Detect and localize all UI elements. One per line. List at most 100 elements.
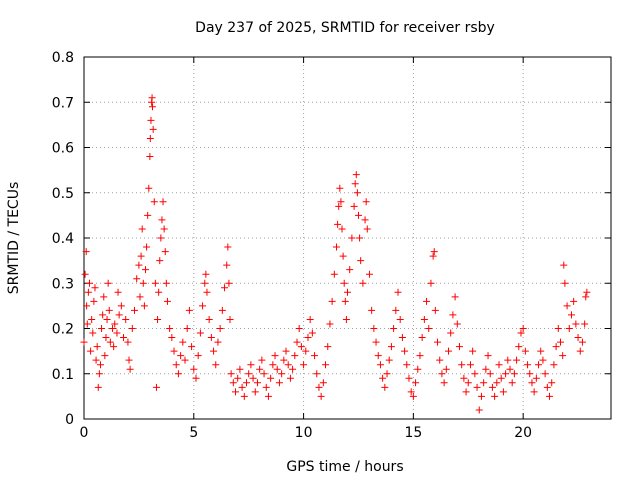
data-point xyxy=(504,356,512,364)
data-point xyxy=(223,261,231,269)
data-point xyxy=(535,361,543,369)
data-point xyxy=(160,225,168,233)
data-point xyxy=(539,356,547,364)
data-point xyxy=(510,370,518,378)
data-point xyxy=(203,288,211,296)
data-point xyxy=(502,370,510,378)
data-point xyxy=(431,306,439,314)
data-point xyxy=(278,370,286,378)
data-point xyxy=(247,361,255,369)
data-point xyxy=(183,325,191,332)
data-point xyxy=(90,297,98,305)
data-point xyxy=(81,270,89,278)
data-point xyxy=(363,225,371,233)
data-points xyxy=(80,94,591,414)
data-point xyxy=(552,343,560,351)
data-point xyxy=(136,293,144,301)
data-point xyxy=(430,248,438,256)
y-tick-label: 0.7 xyxy=(52,95,74,111)
data-point xyxy=(469,347,477,355)
data-point xyxy=(168,334,176,342)
data-point xyxy=(82,248,90,256)
data-point xyxy=(351,180,359,188)
data-point xyxy=(138,225,146,233)
data-point xyxy=(260,370,268,378)
data-point xyxy=(236,365,244,373)
data-point xyxy=(311,352,319,360)
data-point xyxy=(256,365,264,373)
data-point xyxy=(245,370,253,378)
data-point xyxy=(234,374,242,382)
data-point xyxy=(352,171,360,179)
data-point xyxy=(218,306,226,314)
data-point xyxy=(232,388,240,396)
data-point xyxy=(109,325,117,332)
data-point xyxy=(530,388,538,396)
data-point xyxy=(582,293,590,301)
data-point xyxy=(572,320,580,328)
data-point xyxy=(308,329,316,337)
data-point xyxy=(146,134,154,142)
y-tick-label: 0.6 xyxy=(52,141,74,157)
data-point xyxy=(150,198,158,206)
data-point xyxy=(561,279,569,287)
y-axis-label: SRMTID / TECUs xyxy=(6,182,22,295)
data-point xyxy=(412,379,420,387)
x-tick-labels: 0 5 10 15 20 xyxy=(80,425,533,441)
data-point xyxy=(172,361,180,369)
data-point xyxy=(192,374,200,382)
data-point xyxy=(513,356,521,364)
data-point xyxy=(111,320,119,328)
data-point xyxy=(339,252,347,260)
data-point xyxy=(147,116,155,124)
data-point xyxy=(242,379,250,387)
data-point xyxy=(471,370,479,378)
data-point xyxy=(362,198,370,206)
data-point xyxy=(181,356,189,364)
data-point xyxy=(370,325,378,332)
data-point xyxy=(286,374,294,382)
data-point xyxy=(201,279,209,287)
data-point xyxy=(414,365,422,373)
data-point xyxy=(460,374,468,382)
data-point xyxy=(212,361,220,369)
data-point xyxy=(297,343,305,351)
data-point xyxy=(482,365,490,373)
data-point xyxy=(156,257,164,265)
data-point xyxy=(423,297,431,305)
data-point xyxy=(227,370,235,378)
data-point xyxy=(98,325,106,332)
data-point xyxy=(267,374,275,382)
data-point xyxy=(570,297,578,305)
data-point xyxy=(486,370,494,378)
data-point xyxy=(139,279,147,287)
data-point xyxy=(249,374,257,382)
data-point xyxy=(95,370,103,378)
data-point xyxy=(473,383,481,391)
data-point xyxy=(216,325,224,332)
data-point xyxy=(282,347,290,355)
data-point xyxy=(315,383,323,391)
data-point xyxy=(120,334,128,342)
data-point xyxy=(466,361,474,369)
data-point xyxy=(80,338,88,346)
data-point xyxy=(149,103,157,111)
data-point xyxy=(101,352,109,360)
data-point xyxy=(214,338,222,346)
data-point xyxy=(372,338,380,346)
data-point xyxy=(348,234,356,242)
data-point xyxy=(322,361,330,369)
data-point xyxy=(113,329,121,337)
data-point xyxy=(337,198,345,206)
data-point xyxy=(541,370,549,378)
data-point xyxy=(458,361,466,369)
data-point xyxy=(475,406,483,414)
data-point xyxy=(354,211,362,219)
data-point xyxy=(361,216,369,224)
x-axis-label: GPS time / hours xyxy=(286,459,403,475)
data-point xyxy=(145,184,153,192)
data-point xyxy=(560,261,568,269)
data-point xyxy=(162,279,170,287)
data-point xyxy=(137,252,145,260)
